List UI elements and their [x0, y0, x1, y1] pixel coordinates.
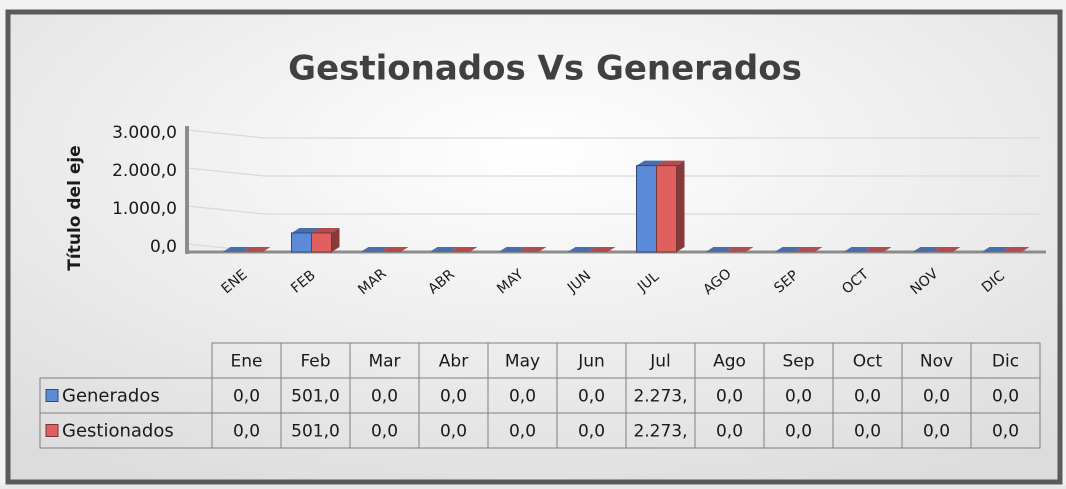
bar-top — [429, 247, 458, 252]
y-tick-label: 0,0 — [150, 237, 177, 257]
table-value: 2.273, — [633, 422, 687, 442]
y-tick-label: 1.000,0 — [112, 199, 177, 219]
legend-label: Gestionados — [62, 421, 174, 442]
table-value: 0,0 — [854, 422, 881, 442]
table-value: 0,0 — [440, 422, 467, 442]
table-header: Jul — [649, 352, 671, 372]
table-value: 0,0 — [371, 422, 398, 442]
table-value: 0,0 — [578, 387, 605, 407]
table-value: 0,0 — [578, 422, 605, 442]
legend-label: Generados — [62, 386, 160, 407]
bar-top — [932, 247, 961, 252]
table-header: Sep — [782, 352, 814, 372]
table-header: Ago — [713, 352, 746, 372]
bar-top — [311, 227, 340, 233]
table-value: 0,0 — [923, 422, 950, 442]
bar-side — [676, 160, 685, 252]
bar — [291, 232, 312, 253]
chart-title: Gestionados Vs Generados — [288, 49, 802, 89]
bar-top — [656, 160, 685, 166]
legend-swatch — [45, 389, 59, 402]
bar-top — [981, 247, 1010, 252]
table-value: 501,0 — [291, 422, 340, 442]
bar-top — [360, 247, 389, 252]
table-value: 0,0 — [233, 387, 260, 407]
y-axis-label: Título del eje — [65, 145, 85, 270]
table-value: 0,0 — [785, 422, 812, 442]
table-header: Nov — [920, 352, 953, 372]
bar-top — [518, 247, 547, 252]
bar-top — [567, 247, 596, 252]
bar-top — [725, 247, 754, 252]
table-header: Jun — [577, 352, 605, 372]
y-tick-label: 3.000,0 — [112, 123, 177, 143]
legend-swatch — [45, 424, 59, 437]
table-value: 2.273, — [633, 387, 687, 407]
grid-line — [186, 205, 1040, 215]
table-value: 0,0 — [509, 422, 536, 442]
bar-top — [705, 247, 734, 252]
bar-top — [222, 247, 251, 252]
table-value: 501,0 — [291, 387, 340, 407]
table-header: Abr — [439, 352, 468, 372]
bar-top — [587, 247, 616, 252]
bar-top — [912, 247, 941, 252]
table-value: 0,0 — [785, 387, 812, 407]
table-header: Mar — [368, 352, 400, 372]
table-value: 0,0 — [509, 387, 536, 407]
table-value: 0,0 — [371, 387, 398, 407]
bar — [656, 165, 677, 253]
bar-top — [1001, 247, 1030, 252]
grid-line — [186, 129, 1040, 139]
table-header: Ene — [231, 352, 263, 372]
bar-top — [291, 227, 320, 233]
table-header: May — [505, 352, 540, 372]
bar — [636, 165, 657, 253]
table-value: 0,0 — [440, 387, 467, 407]
table-value: 0,0 — [233, 422, 260, 442]
table-cell — [970, 412, 1041, 449]
table-header: Dic — [992, 352, 1019, 372]
table-value: 0,0 — [923, 387, 950, 407]
table-value: 0,0 — [854, 387, 881, 407]
table-value: 0,0 — [992, 422, 1019, 442]
table-value: 0,0 — [716, 422, 743, 442]
table-value: 0,0 — [716, 387, 743, 407]
bar-top — [498, 247, 527, 252]
bar-top — [774, 247, 803, 252]
table-header: Oct — [853, 352, 883, 372]
bar-top — [843, 247, 872, 252]
bar — [311, 232, 332, 253]
bar-top — [863, 247, 892, 252]
bar-top — [794, 247, 823, 252]
table-value: 0,0 — [992, 387, 1019, 407]
bar-top — [242, 247, 271, 252]
bar-top — [636, 160, 665, 166]
bar-top — [449, 247, 478, 252]
grid-line — [186, 167, 1040, 177]
table-header: Feb — [300, 352, 330, 372]
bar-side — [331, 227, 340, 252]
y-tick-label: 2.000,0 — [112, 161, 177, 181]
bar-top — [380, 247, 409, 252]
